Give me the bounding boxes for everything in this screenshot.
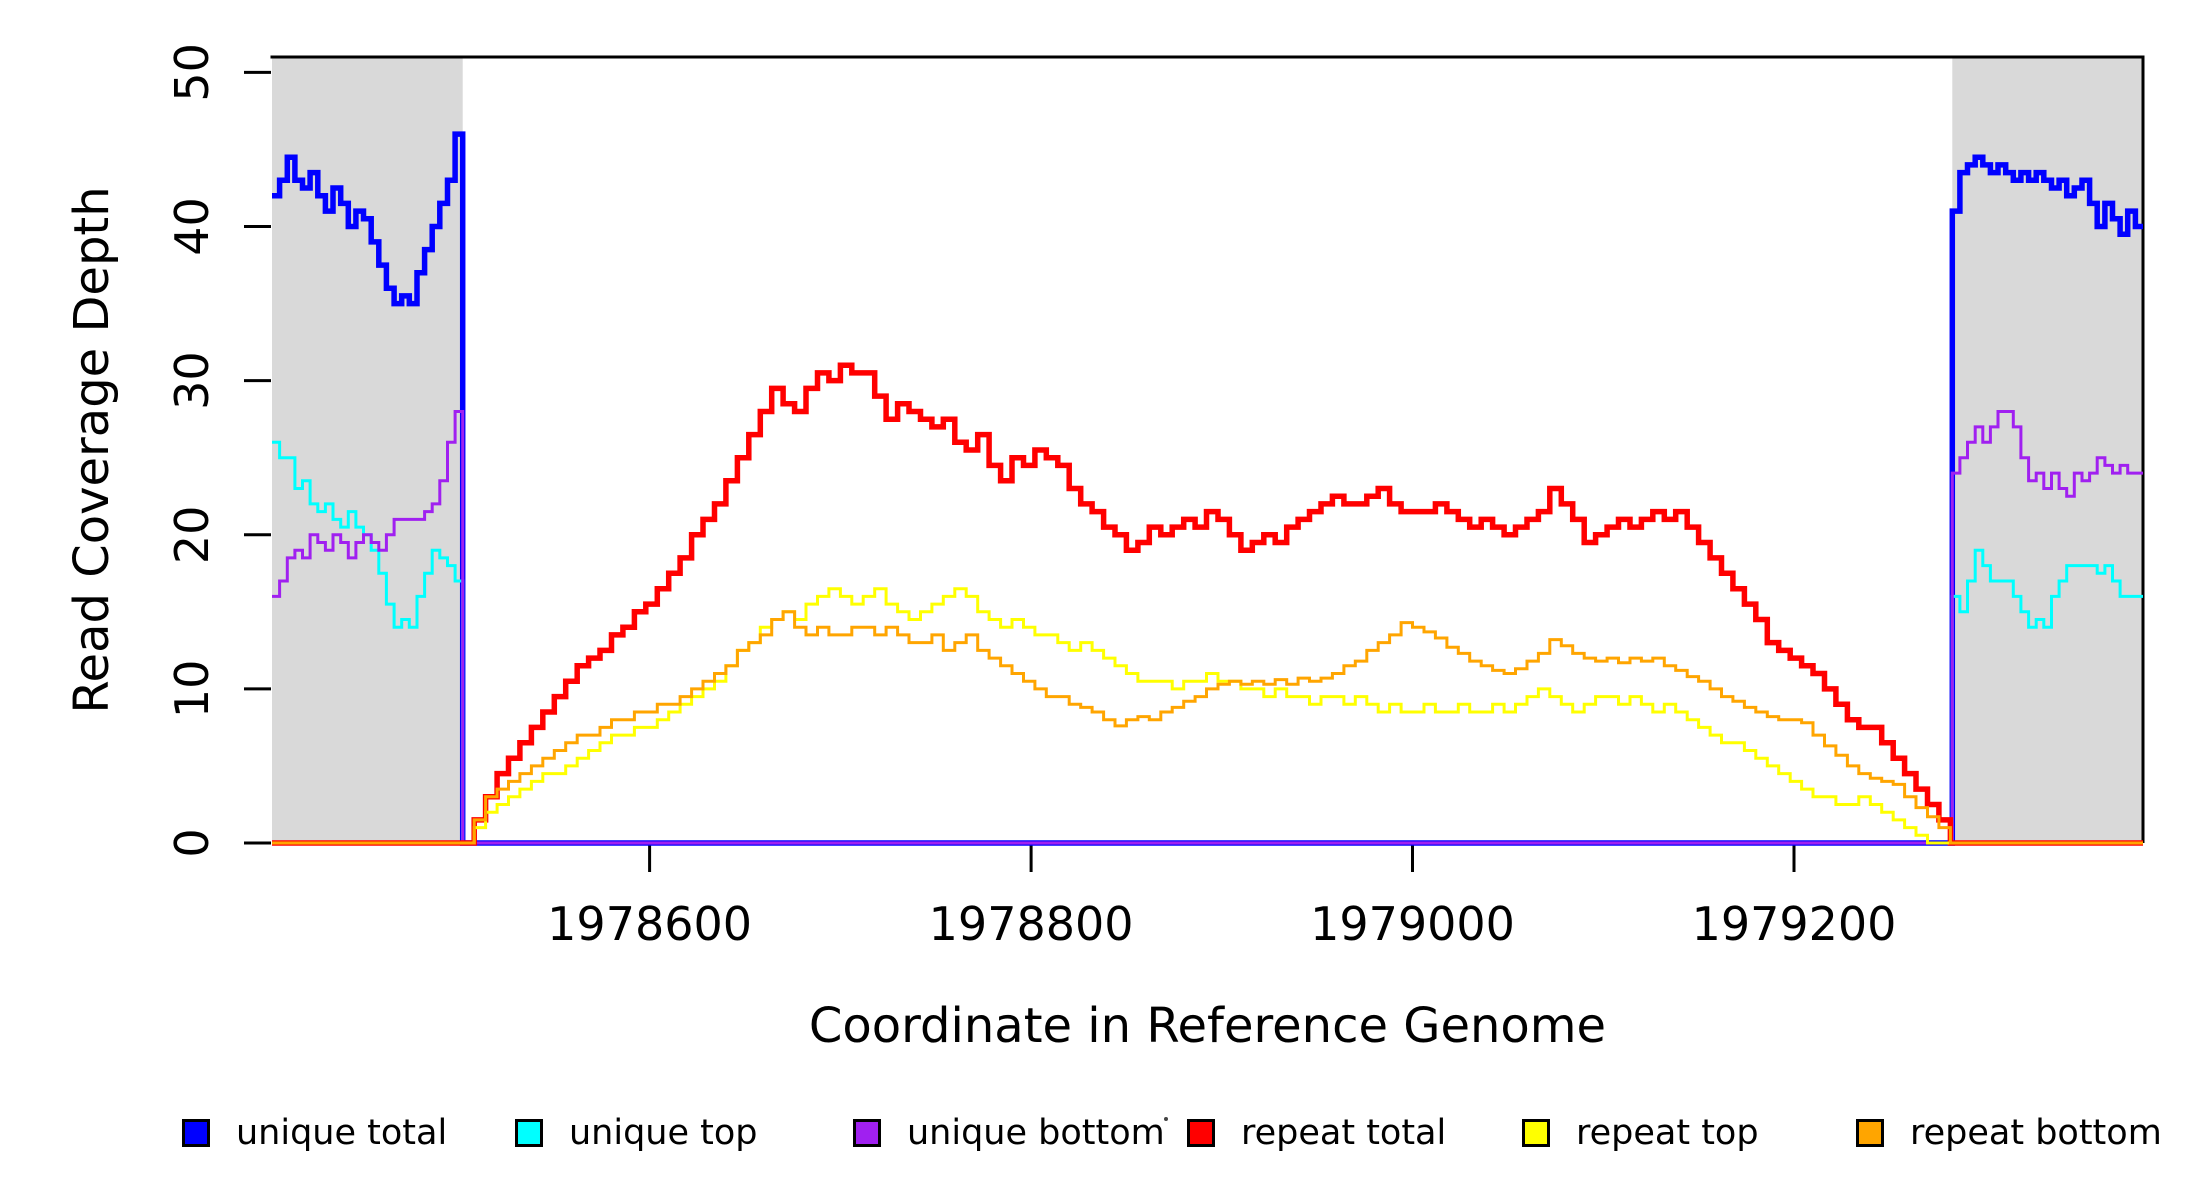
y-tick-label: 10 [165,660,219,719]
series-path-unique-total [272,131,2143,846]
y-tick-label: 0 [165,828,219,857]
series-path-unique-top [272,440,2143,845]
x-tick-label: 1979000 [1310,897,1515,951]
series-path-repeat-total [272,362,2143,846]
series-path-repeat-top [272,587,2143,845]
y-axis-title: Read Coverage Depth [64,186,120,713]
x-tick-label: 1979200 [1692,897,1897,951]
x-axis-title: Coordinate in Reference Genome [809,998,1606,1054]
x-tick-label: 1978600 [547,897,752,951]
y-tick-label: 30 [165,351,219,410]
series-path-unique-bottom [272,410,2143,845]
y-tick-label: 40 [165,197,219,256]
unique-region-right [1952,57,2143,843]
x-tick-label: 1978800 [929,897,1134,951]
series-path-repeat-bottom [272,610,2143,845]
y-tick-label: 20 [165,506,219,565]
y-tick-label: 50 [165,43,219,102]
unique-region-left [272,57,463,843]
